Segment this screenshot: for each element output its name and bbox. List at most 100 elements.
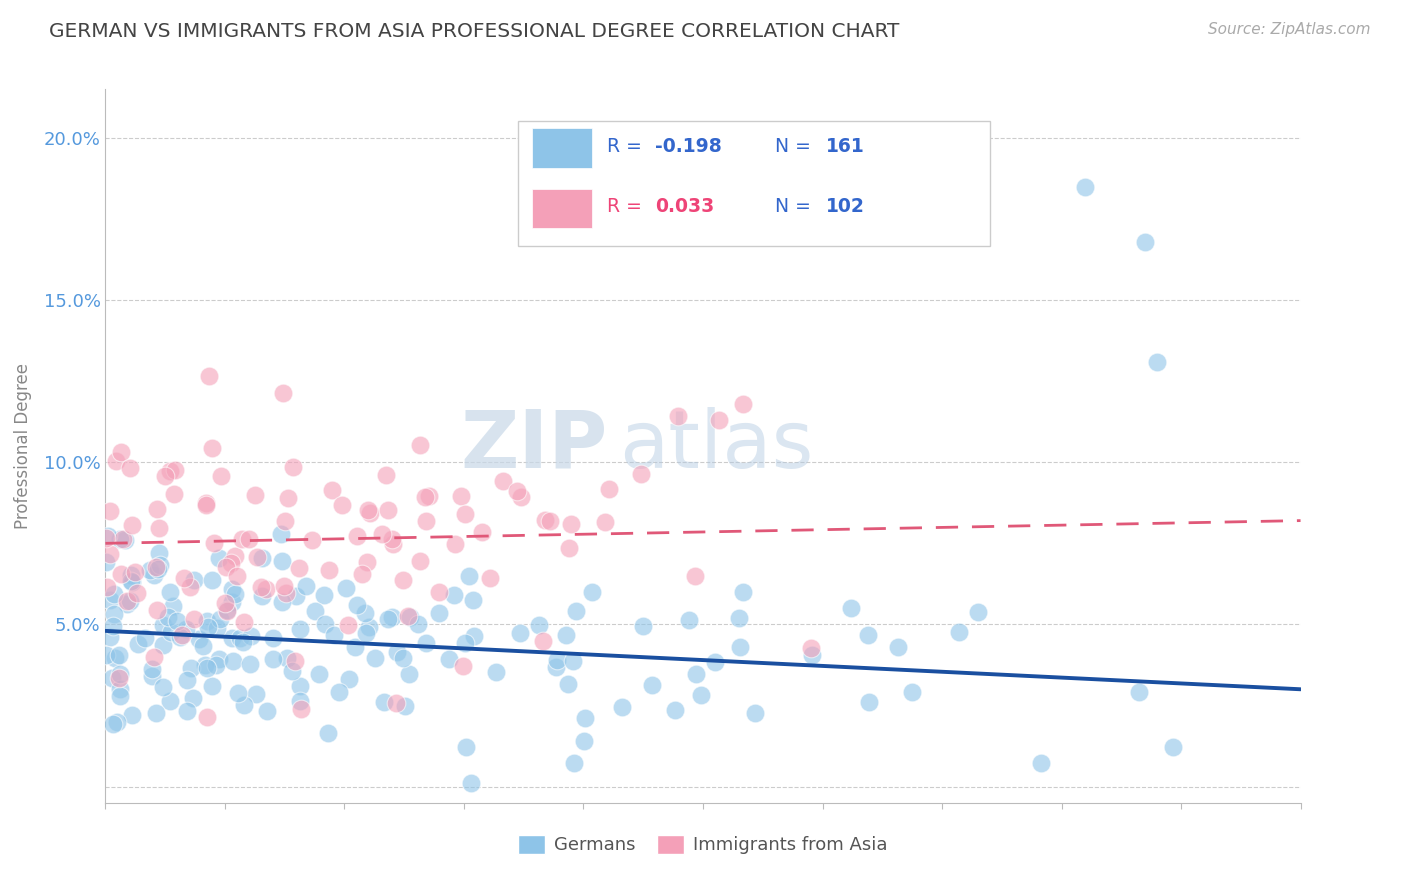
Point (148, 546, 170, 560)
Point (215, 602, 238, 616)
Point (174, 622, 197, 636)
Point (398, 667, 420, 681)
Point (145, 603, 167, 617)
Point (181, 690, 204, 705)
Point (127, 637, 149, 651)
Point (231, 635, 253, 649)
Point (359, 506, 381, 520)
Point (146, 501, 169, 516)
Point (510, 491, 533, 505)
Point (96, 555, 118, 569)
Point (108, 689, 131, 703)
Point (149, 558, 172, 573)
Point (418, 489, 440, 503)
Point (110, 666, 132, 681)
Point (134, 632, 156, 646)
Point (839, 600, 862, 615)
Point (121, 707, 143, 722)
Point (120, 568, 142, 582)
Point (215, 560, 238, 574)
Point (527, 618, 550, 632)
Point (233, 615, 256, 629)
Point (274, 586, 297, 600)
Point (110, 445, 132, 459)
Point (415, 636, 437, 650)
Point (901, 685, 924, 699)
Point (399, 609, 422, 624)
Point (121, 574, 143, 589)
Point (103, 607, 125, 621)
Point (350, 567, 373, 582)
Point (163, 487, 186, 501)
Point (377, 612, 399, 626)
Point (406, 616, 429, 631)
Point (534, 513, 557, 527)
Point (728, 640, 751, 654)
Point (208, 612, 231, 626)
Point (506, 483, 529, 498)
Point (271, 385, 294, 400)
FancyBboxPatch shape (517, 121, 990, 246)
Text: N =: N = (775, 136, 811, 156)
Point (409, 554, 432, 568)
Point (356, 555, 378, 569)
Point (664, 703, 686, 717)
Point (224, 549, 246, 564)
Point (1146, 354, 1168, 368)
Point (967, 605, 990, 619)
Point (176, 673, 198, 687)
Point (858, 695, 880, 709)
Point (262, 652, 284, 666)
Point (273, 579, 295, 593)
Point (290, 623, 312, 637)
Text: R =: R = (607, 197, 643, 217)
Point (364, 651, 387, 665)
Point (183, 574, 205, 588)
Point (450, 489, 472, 503)
Point (141, 663, 163, 677)
Point (385, 645, 408, 659)
Point (1128, 685, 1150, 699)
Point (337, 673, 360, 687)
Point (385, 696, 408, 710)
Point (285, 590, 308, 604)
Point (321, 483, 343, 498)
Text: 0.033: 0.033 (655, 197, 714, 217)
Point (731, 585, 754, 599)
Point (105, 714, 128, 729)
Point (98, 548, 121, 562)
Point (454, 636, 477, 650)
Point (252, 551, 274, 566)
Point (274, 515, 297, 529)
Point (239, 629, 262, 643)
Point (443, 588, 465, 602)
Point (336, 617, 359, 632)
Point (427, 584, 450, 599)
Point (271, 554, 294, 568)
Point (145, 706, 167, 721)
Point (574, 711, 596, 725)
Point (531, 634, 554, 648)
Point (557, 541, 579, 556)
Point (238, 657, 260, 671)
FancyBboxPatch shape (531, 189, 592, 228)
Point (159, 464, 181, 478)
Point (143, 650, 166, 665)
Point (335, 581, 357, 595)
Point (226, 685, 249, 699)
Point (277, 491, 299, 506)
Point (374, 468, 396, 483)
Point (96, 532, 118, 546)
Point (110, 681, 132, 696)
Point (290, 701, 312, 715)
Point (562, 756, 585, 771)
Point (179, 580, 201, 594)
Point (231, 532, 253, 546)
Point (194, 498, 217, 512)
Point (284, 654, 307, 668)
Point (124, 565, 146, 579)
Point (443, 537, 465, 551)
Point (270, 527, 292, 541)
Point (246, 550, 269, 565)
Point (276, 650, 298, 665)
